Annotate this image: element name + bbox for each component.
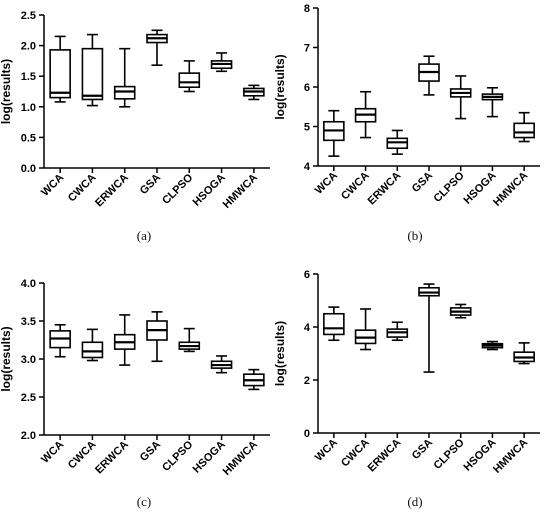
x-tick-label: WCA (313, 170, 340, 197)
x-tick-label: WCA (313, 437, 340, 464)
x-tick-label: ERWCA (93, 172, 131, 210)
y-tick-label: 2.0 (21, 430, 36, 442)
y-tick-label: 4 (304, 322, 311, 334)
caption-b: (b) (407, 228, 423, 243)
y-tick-label: 2.0 (21, 41, 36, 53)
x-tick-label: HMWCA (221, 439, 260, 478)
x-tick-label: GSA (410, 170, 435, 195)
box-cwca (354, 90, 377, 139)
x-tick-label: ERWCA (366, 437, 404, 475)
box-hmwca (513, 111, 535, 143)
x-tick-label: GSA (138, 172, 163, 197)
box-clpso (449, 303, 472, 319)
y-axis-label: log(results) (0, 326, 13, 391)
x-tick-label: CLPSO (160, 171, 196, 207)
box-cwca (354, 308, 377, 351)
caption-d: (d) (407, 494, 423, 509)
y-tick-label: 7 (304, 43, 310, 55)
iqr-box (113, 85, 136, 100)
box-erwca (386, 129, 409, 155)
x-tick-label: GSA (138, 439, 163, 464)
y-tick-label: 2.5 (21, 10, 36, 22)
box-hmwca (513, 342, 535, 365)
y-axis-label: log(results) (273, 321, 287, 386)
box-wca (49, 35, 71, 103)
y-tick-label: 6 (304, 269, 310, 281)
x-tick-label: HMWCA (221, 172, 260, 211)
box-erwca (113, 314, 136, 366)
y-tick-label: 0 (304, 428, 310, 440)
y-tick-label: 1.5 (21, 71, 36, 83)
y-tick-label: 3.5 (21, 316, 36, 328)
box-wca (323, 306, 345, 342)
box-clpso (178, 60, 201, 93)
box-clpso (449, 75, 472, 120)
box-gsa (146, 29, 168, 66)
y-tick-label: 2.5 (21, 392, 36, 404)
y-axis-label: log(results) (273, 54, 287, 119)
y-axis-label: log(results) (0, 59, 13, 124)
x-tick-label: ERWCA (93, 439, 131, 477)
y-tick-label: 4 (304, 161, 311, 173)
box-erwca (113, 47, 136, 108)
box-hsoga (481, 86, 504, 118)
y-tick-label: 6 (304, 82, 310, 94)
y-tick-label: 8 (304, 3, 310, 15)
y-tick-label: 4.0 (21, 278, 36, 290)
box-hmwca (243, 368, 265, 391)
caption-c: (c) (136, 494, 152, 509)
y-tick-label: 5 (304, 122, 310, 134)
box-clpso (178, 327, 201, 353)
x-tick-label: ERWCA (366, 170, 404, 208)
box-hsoga (481, 340, 504, 351)
iqr-box (178, 72, 201, 89)
x-tick-label: WCA (39, 172, 66, 199)
x-tick-label: WCA (39, 439, 66, 466)
x-tick-label: GSA (410, 437, 435, 462)
box-cwca (81, 33, 104, 107)
box-hsoga (210, 52, 233, 73)
iqr-box (49, 49, 71, 99)
box-cwca (81, 328, 104, 362)
box-erwca (386, 321, 409, 342)
box-wca (323, 109, 345, 157)
iqr-box (81, 47, 104, 101)
iqr-box (323, 312, 345, 336)
box-gsa (418, 55, 440, 96)
box-gsa (418, 283, 440, 373)
box-hmwca (243, 84, 265, 101)
iqr-box (513, 122, 535, 139)
x-tick-label: HMWCA (491, 437, 530, 476)
y-tick-label: 0.5 (21, 132, 36, 144)
box-gsa (146, 311, 168, 363)
x-tick-label: HMWCA (491, 170, 530, 209)
y-tick-label: 3.0 (21, 354, 36, 366)
box-hsoga (210, 355, 233, 374)
y-tick-label: 2 (304, 375, 310, 387)
box-wca (49, 323, 71, 358)
caption-a: (a) (136, 228, 152, 243)
iqr-box (81, 341, 104, 359)
x-tick-label: CLPSO (160, 438, 196, 474)
y-tick-label: 0.0 (21, 163, 36, 175)
y-tick-label: 1.0 (21, 102, 36, 114)
